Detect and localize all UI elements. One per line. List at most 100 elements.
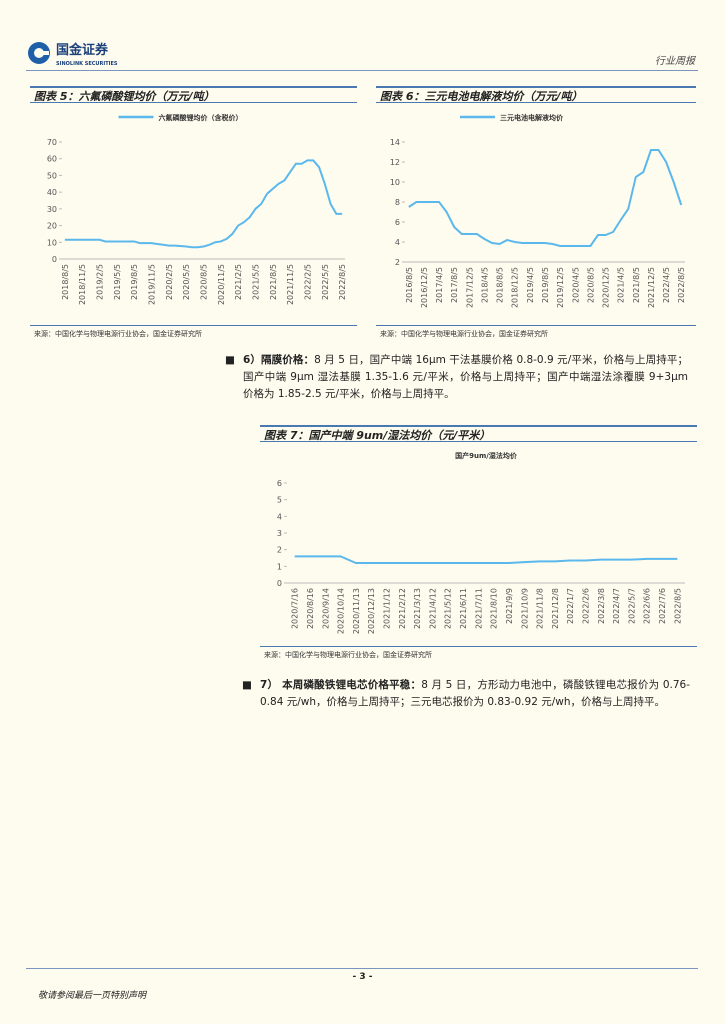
x-tick-label: 2020/11/5 xyxy=(217,264,226,305)
figure-source: 来源：中国化学与物理电源行业协会，国金证券研究所 xyxy=(376,325,696,339)
y-tick-label: 6 xyxy=(395,218,400,227)
y-tick-label: 3 xyxy=(277,529,282,538)
data-line xyxy=(408,149,683,247)
x-tick-label: 2021/3/13 xyxy=(413,588,422,629)
x-tick-label: 2019/4/5 xyxy=(526,267,535,303)
x-tick-label: 2021/2/5 xyxy=(234,264,243,300)
disclaimer: 敬请参阅最后一页特别声明 xyxy=(38,991,147,1001)
x-tick-label: 2020/8/5 xyxy=(586,267,595,303)
header-rule xyxy=(26,70,698,71)
x-tick-label: 2022/8/5 xyxy=(677,267,686,303)
y-tick-label: 70 xyxy=(47,138,57,147)
y-tick-label: 0 xyxy=(52,255,57,264)
x-tick-label: 2019/8/5 xyxy=(541,267,550,303)
figure-title: 图表 5：六氟磷酸锂均价（万元/吨） xyxy=(30,86,357,103)
chart: 国产9um/湿法均价 0 1 2 3 4 5 6 2020/7/16 2020/8/16 2020/… xyxy=(277,451,685,634)
x-tick-label: 2020/7/16 xyxy=(291,588,300,629)
chart: 2 4 6 8 10 12 14 2016/8/5 2016/12/5 2017/4/5 2017/… xyxy=(390,113,686,308)
x-tick-label: 2021/4/5 xyxy=(617,267,626,303)
y-tick-label: 0 xyxy=(277,579,282,588)
x-tick-label: 2020/4/5 xyxy=(571,267,580,303)
x-tick-label: 2021/8/10 xyxy=(490,588,499,629)
x-tick-label: 2016/8/5 xyxy=(405,267,414,303)
y-tick-label: 14 xyxy=(390,138,400,147)
paragraph-lead: 6）隔膜价格： xyxy=(243,354,315,366)
x-tick-label: 2018/11/5 xyxy=(78,264,87,305)
x-tick-label: 2021/6/11 xyxy=(459,588,468,629)
legend-label: 六氟磷酸锂均价（含税价） xyxy=(159,113,243,122)
x-tick-label: 2020/10/14 xyxy=(337,588,346,634)
x-tick-label: 2020/5/5 xyxy=(182,264,191,300)
x-tick-label: 2021/5/5 xyxy=(251,264,260,300)
x-tick-label: 2022/6/6 xyxy=(643,588,652,624)
y-tick-label: 2 xyxy=(277,546,282,555)
y-tick-label: 8 xyxy=(395,198,400,207)
brand: 国金证券 xyxy=(56,42,109,58)
x-tick-label: 2017/8/5 xyxy=(450,267,459,303)
x-tick-label: 2021/12/5 xyxy=(647,267,656,308)
x-tick-label: 2020/12/5 xyxy=(602,267,611,308)
logo-mark xyxy=(39,51,49,55)
y-tick-label: 50 xyxy=(47,171,57,180)
y-tick-label: 6 xyxy=(277,479,282,488)
x-tick-label: 2021/2/12 xyxy=(398,588,407,629)
y-tick-label: 40 xyxy=(47,188,57,197)
y-tick-label: 5 xyxy=(277,496,282,505)
paragraph: ■ 6）隔膜价格：8 月 5 日，国产中端 16μm 干法基膜价格 0.8-0.… xyxy=(225,352,688,403)
y-tick-label: 10 xyxy=(390,178,400,187)
x-tick-label: 2022/8/5 xyxy=(338,264,347,300)
y-tick-label: 60 xyxy=(47,155,57,164)
page-number: - 3 - xyxy=(352,972,373,982)
bullet: ■ xyxy=(225,354,235,366)
y-tick-label: 20 xyxy=(47,222,57,231)
y-tick-label: 2 xyxy=(395,258,400,267)
figure: 图表 7：国产中端 9um/湿法均价（元/平米） 国产9um/湿法均价 0 1 2 3 4… xyxy=(260,425,697,660)
x-tick-label: 2021/4/12 xyxy=(428,588,437,629)
x-tick-label: 2021/7/11 xyxy=(474,588,483,629)
figure-source: 来源：中国化学与物理电源行业协会，国金证券研究所 xyxy=(30,325,357,339)
paragraph-text: 8 月 5 日，方形动力电池中，磷酸铁锂电芯报价为 0.76-0.84 元/wh… xyxy=(260,679,690,708)
footer-rule xyxy=(26,968,698,969)
figure-source: 来源：中国化学与物理电源行业协会，国金证券研究所 xyxy=(260,646,697,660)
x-tick-label: 2018/12/5 xyxy=(511,267,520,308)
brand-en: SINOLINK SECURITIES xyxy=(56,61,118,67)
data-line xyxy=(64,159,343,249)
x-tick-label: 2022/2/6 xyxy=(582,588,591,624)
x-tick-label: 2020/11/13 xyxy=(352,588,361,634)
x-tick-label: 2020/9/14 xyxy=(321,588,330,629)
x-tick-label: 2022/5/7 xyxy=(627,588,636,624)
x-tick-label: 2019/12/5 xyxy=(556,267,565,308)
y-tick-label: 10 xyxy=(47,238,57,247)
x-tick-label: 2020/8/5 xyxy=(200,264,209,300)
x-tick-label: 2018/8/5 xyxy=(496,267,505,303)
x-tick-label: 2022/7/6 xyxy=(658,588,667,624)
paragraph-text: 8 月 5 日，国产中端 16μm 干法基膜价格 0.8-0.9 元/平米，价格… xyxy=(243,354,688,400)
x-tick-label: 2022/1/7 xyxy=(566,588,575,624)
legend-label: 三元电池电解液均价 xyxy=(500,113,564,122)
x-tick-label: 2022/4/5 xyxy=(662,267,671,303)
bullet: ■ xyxy=(242,679,252,691)
x-tick-label: 2017/4/5 xyxy=(435,267,444,303)
x-tick-label: 2022/4/7 xyxy=(612,588,621,624)
x-tick-label: 2022/8/5 xyxy=(673,588,682,624)
x-tick-label: 2022/3/8 xyxy=(597,588,606,624)
x-tick-label: 2021/8/5 xyxy=(269,264,278,300)
figure-title: 图表 7：国产中端 9um/湿法均价（元/平米） xyxy=(260,425,697,442)
y-tick-label: 1 xyxy=(277,562,282,571)
chart-subtitle: 国产9um/湿法均价 xyxy=(455,451,518,460)
x-tick-label: 2021/9/9 xyxy=(505,588,514,624)
x-tick-label: 2021/1/12 xyxy=(383,588,392,629)
y-tick-label: 30 xyxy=(47,205,57,214)
y-tick-label: 4 xyxy=(277,512,282,521)
figure: 图表 6：三元电池电解液均价（万元/吨） 2 4 6 8 10 12 14 2016/8/5 2… xyxy=(376,86,696,339)
x-tick-label: 2018/4/5 xyxy=(480,267,489,303)
x-tick-label: 2021/5/12 xyxy=(444,588,453,629)
x-tick-label: 2020/12/13 xyxy=(367,588,376,634)
paragraph-lead: 7） 本周磷酸铁锂电芯价格平稳： xyxy=(260,679,422,691)
x-tick-label: 2021/11/8 xyxy=(536,588,545,629)
x-tick-label: 2019/5/5 xyxy=(113,264,122,300)
y-tick-label: 4 xyxy=(395,238,400,247)
logo: 国金证券 SINOLINK SECURITIES xyxy=(28,42,118,67)
x-tick-label: 2021/11/5 xyxy=(286,264,295,305)
